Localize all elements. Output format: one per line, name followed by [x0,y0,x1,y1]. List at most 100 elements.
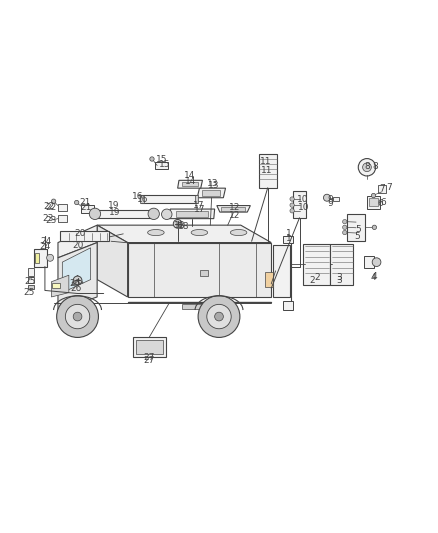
Polygon shape [51,275,69,297]
Bar [28,285,34,289]
Text: 9: 9 [327,199,333,208]
Polygon shape [62,248,91,293]
Text: 13: 13 [208,181,219,190]
Bar [332,197,339,201]
Bar [194,195,198,203]
Text: 25: 25 [23,288,35,297]
Bar [141,195,197,203]
Bar [367,196,380,208]
Ellipse shape [230,230,247,236]
Bar [283,301,293,310]
Bar [28,277,34,284]
Bar [258,154,277,188]
Text: 23: 23 [46,216,57,225]
Circle shape [198,296,240,337]
Text: 21: 21 [81,203,92,212]
Circle shape [207,304,231,329]
Text: 26: 26 [71,284,82,293]
Polygon shape [72,275,83,283]
Text: 12: 12 [229,203,240,212]
Circle shape [372,258,381,266]
Bar [364,256,374,268]
Bar [273,245,290,297]
Text: 6: 6 [380,198,386,207]
Ellipse shape [191,230,208,236]
Bar [57,204,67,211]
Text: 22: 22 [44,202,55,211]
Text: 7: 7 [386,183,392,192]
Text: 27: 27 [144,353,155,362]
Polygon shape [58,243,97,310]
Bar [283,236,293,244]
Bar [182,304,217,309]
Text: 14: 14 [185,177,196,186]
Circle shape [363,163,371,172]
Polygon shape [60,231,110,241]
Circle shape [148,208,159,220]
Text: 5: 5 [355,225,361,234]
Text: 11: 11 [260,157,272,166]
Text: 6: 6 [377,199,383,208]
Circle shape [162,209,172,220]
Text: 12: 12 [229,211,240,220]
Text: 8: 8 [364,162,370,171]
Circle shape [343,225,347,230]
Polygon shape [178,180,202,188]
Bar [202,190,220,196]
Bar [35,253,39,263]
Text: 27: 27 [144,356,155,365]
Bar [52,283,60,288]
Text: 15: 15 [156,156,167,164]
Text: 3: 3 [336,273,342,282]
Text: 19: 19 [108,201,120,210]
Bar [221,207,245,211]
Bar [265,272,273,287]
Text: 16: 16 [132,192,143,201]
Text: 16: 16 [137,195,148,204]
Text: 4: 4 [371,273,376,282]
Bar [182,182,198,187]
Text: 3: 3 [336,276,342,285]
Text: 8: 8 [372,162,378,171]
Polygon shape [97,225,127,297]
Bar [347,214,365,241]
Circle shape [150,157,154,161]
Text: 23: 23 [43,214,54,223]
Text: 1: 1 [286,229,292,238]
Circle shape [358,158,376,176]
Bar [136,340,163,354]
Circle shape [65,304,90,329]
Text: 13: 13 [207,179,218,188]
Text: 22: 22 [46,203,57,212]
Bar [369,198,378,206]
Circle shape [372,225,377,230]
Circle shape [47,254,53,261]
Circle shape [57,296,99,337]
Bar [378,185,386,193]
Bar [133,337,166,357]
Polygon shape [58,225,97,258]
Polygon shape [217,206,251,212]
Bar [155,162,168,169]
Bar [293,191,306,218]
Bar [176,211,208,217]
Text: 14: 14 [184,171,195,180]
Bar [330,244,353,285]
Text: 4: 4 [372,272,378,281]
Text: 2: 2 [314,273,320,282]
Text: 24: 24 [41,237,52,246]
Text: 26: 26 [70,279,81,288]
Text: 19: 19 [109,207,120,216]
Text: 25: 25 [24,277,35,286]
Bar [304,244,330,285]
Circle shape [343,230,347,235]
Text: 20: 20 [74,229,85,238]
Polygon shape [97,210,152,218]
Circle shape [343,220,347,224]
Polygon shape [197,188,226,198]
Circle shape [215,312,223,321]
Text: 17: 17 [193,201,204,210]
Polygon shape [170,209,215,219]
Circle shape [73,312,82,321]
Text: 21: 21 [80,198,91,207]
